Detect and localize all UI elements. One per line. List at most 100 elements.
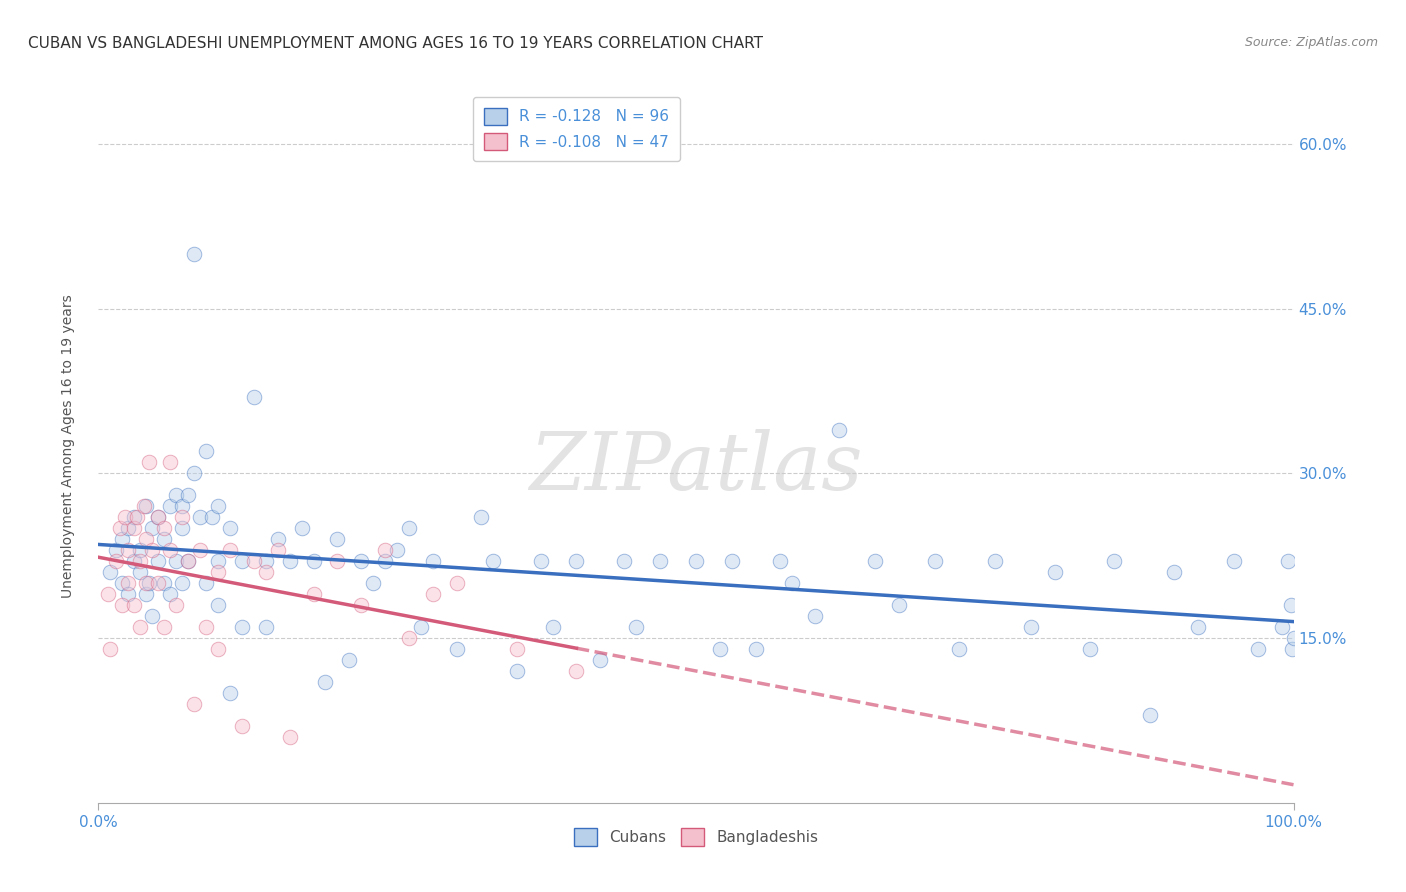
Point <box>138 576 160 591</box>
Point <box>828 423 851 437</box>
Point <box>183 247 205 261</box>
Point <box>889 598 911 612</box>
Point <box>1080 642 1102 657</box>
Point <box>153 521 176 535</box>
Point <box>626 620 648 634</box>
Point <box>506 642 529 657</box>
Point <box>141 543 163 558</box>
Point <box>1019 620 1042 634</box>
Text: Source: ZipAtlas.com: Source: ZipAtlas.com <box>1244 36 1378 49</box>
Point <box>114 510 136 524</box>
Point <box>685 554 707 568</box>
Point <box>135 533 157 547</box>
Point <box>132 500 155 514</box>
Point <box>291 521 314 535</box>
Point <box>398 631 420 645</box>
Point <box>207 642 229 657</box>
Point <box>125 510 148 524</box>
Point <box>148 554 170 568</box>
Point <box>278 730 301 744</box>
Point <box>159 543 181 558</box>
Point <box>446 576 468 591</box>
Point <box>183 467 205 481</box>
Point <box>948 642 970 657</box>
Point <box>768 554 790 568</box>
Point <box>148 576 170 591</box>
Point <box>745 642 768 657</box>
Point <box>1282 631 1305 645</box>
Point <box>219 543 242 558</box>
Point <box>506 664 529 678</box>
Point <box>231 620 253 634</box>
Point <box>254 620 277 634</box>
Point <box>1043 566 1066 580</box>
Point <box>470 510 492 524</box>
Point <box>153 576 176 591</box>
Point <box>135 500 157 514</box>
Point <box>721 554 744 568</box>
Point <box>108 521 131 535</box>
Point <box>129 566 152 580</box>
Point <box>267 533 290 547</box>
Point <box>411 620 433 634</box>
Point <box>315 675 337 690</box>
Point <box>124 521 146 535</box>
Point <box>565 664 588 678</box>
Point <box>374 554 396 568</box>
Point <box>231 554 253 568</box>
Point <box>1271 620 1294 634</box>
Point <box>117 543 139 558</box>
Point <box>117 576 139 591</box>
Point <box>172 500 194 514</box>
Point <box>984 554 1007 568</box>
Point <box>302 587 325 601</box>
Point <box>195 620 218 634</box>
Point <box>541 620 564 634</box>
Point <box>1281 642 1303 657</box>
Point <box>172 510 194 524</box>
Point <box>1223 554 1246 568</box>
Point <box>446 642 468 657</box>
Point <box>148 510 170 524</box>
Point <box>254 566 277 580</box>
Point <box>267 543 290 558</box>
Point <box>135 576 157 591</box>
Point <box>1187 620 1209 634</box>
Point <box>231 719 253 733</box>
Point <box>172 576 194 591</box>
Point <box>129 543 152 558</box>
Point <box>135 587 157 601</box>
Point <box>422 587 444 601</box>
Point <box>326 554 349 568</box>
Point <box>177 554 200 568</box>
Point <box>385 543 409 558</box>
Point <box>124 598 146 612</box>
Point <box>865 554 887 568</box>
Point <box>1279 598 1302 612</box>
Point <box>207 554 229 568</box>
Point <box>141 609 163 624</box>
Point <box>780 576 803 591</box>
Point <box>188 510 211 524</box>
Point <box>129 554 152 568</box>
Point <box>159 587 181 601</box>
Legend: Cubans, Bangladeshis: Cubans, Bangladeshis <box>568 822 824 852</box>
Point <box>188 543 211 558</box>
Point <box>924 554 946 568</box>
Point <box>339 653 361 667</box>
Point <box>219 521 242 535</box>
Point <box>165 598 187 612</box>
Point <box>98 566 122 580</box>
Point <box>207 500 229 514</box>
Point <box>363 576 385 591</box>
Point <box>302 554 325 568</box>
Point <box>530 554 553 568</box>
Point <box>183 697 205 711</box>
Point <box>165 554 187 568</box>
Point <box>105 554 128 568</box>
Point <box>1139 708 1161 723</box>
Point <box>111 533 134 547</box>
Point <box>481 554 505 568</box>
Point <box>613 554 636 568</box>
Point <box>201 510 224 524</box>
